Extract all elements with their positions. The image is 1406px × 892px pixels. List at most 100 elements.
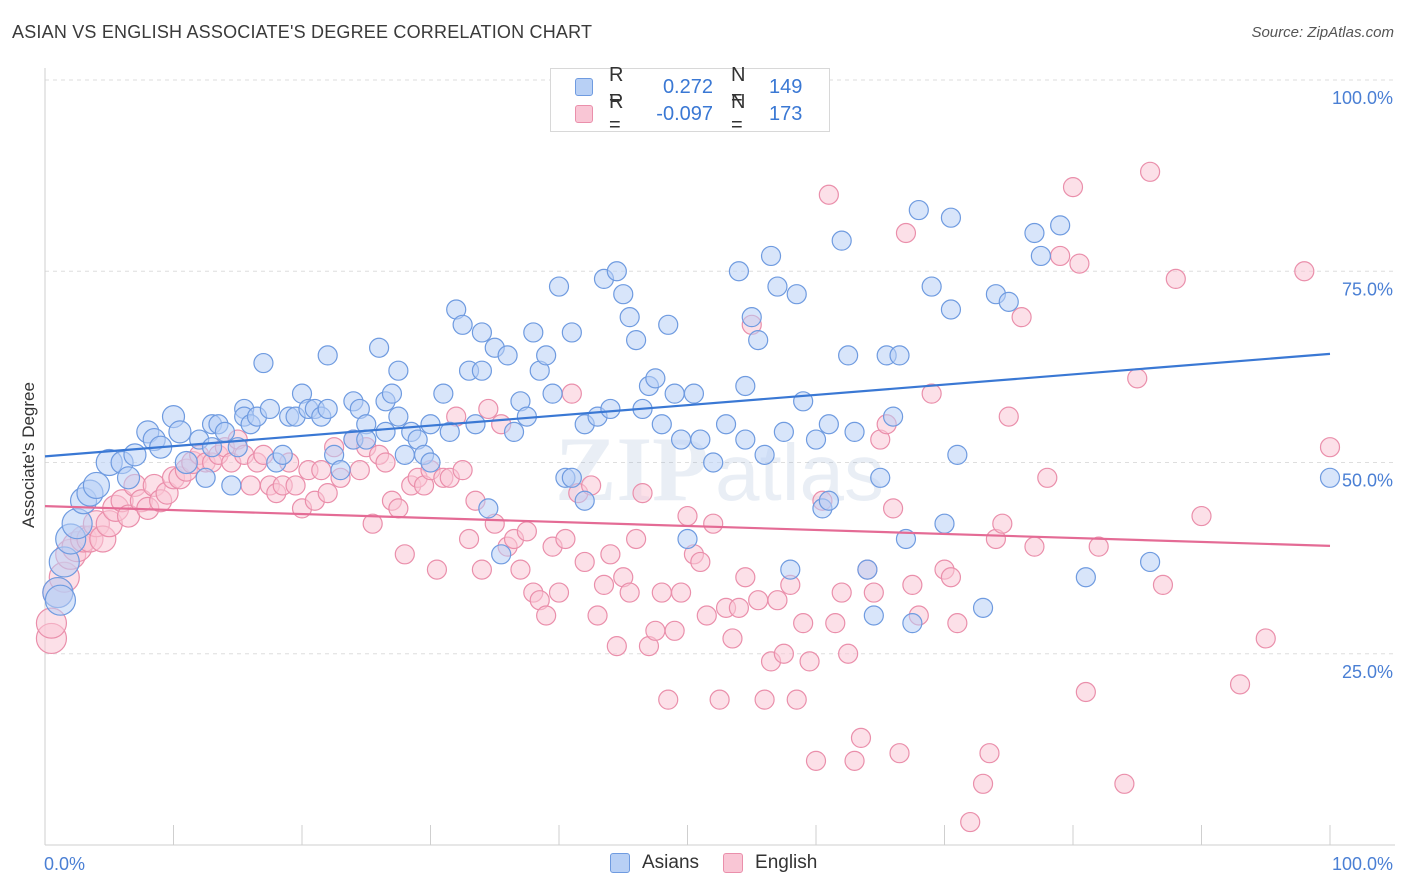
asians-point — [497, 345, 518, 366]
english-point — [793, 613, 814, 634]
asians-point — [317, 345, 338, 366]
english-point — [703, 513, 724, 534]
english-point — [773, 643, 794, 664]
asians-point — [921, 276, 942, 297]
english-point — [728, 597, 750, 618]
asians-point — [651, 414, 672, 435]
legend-item-asians[interactable]: Asians — [610, 852, 699, 874]
english-point — [394, 544, 415, 565]
asians-point — [452, 314, 473, 335]
english-point — [831, 582, 852, 603]
asians-point — [1139, 551, 1161, 573]
english-point — [998, 406, 1019, 427]
asians-point — [82, 471, 111, 500]
asians-point — [503, 421, 525, 442]
asians-point — [465, 414, 486, 435]
asians-point — [882, 406, 904, 427]
asians-point — [388, 360, 409, 381]
asians-point — [523, 322, 544, 343]
trend-lines — [44, 352, 1331, 547]
asians-point — [201, 437, 223, 458]
series-legend: Asians English — [610, 852, 841, 874]
asians-point — [1075, 567, 1096, 588]
y-tick-label: 25.0% — [1342, 662, 1393, 682]
asians-point — [561, 467, 582, 488]
english-point — [362, 513, 383, 534]
english-point — [735, 567, 756, 588]
asians-point — [536, 345, 557, 366]
y-tick-label: 100.0% — [1332, 88, 1393, 108]
asians-point — [934, 513, 955, 534]
english-point — [375, 452, 396, 473]
asians-point — [741, 307, 762, 328]
english-point — [1062, 177, 1084, 198]
asians-point — [670, 429, 692, 450]
asians-point — [1024, 222, 1045, 244]
english-point — [786, 689, 807, 710]
english-point — [1139, 161, 1161, 182]
asians-point — [844, 421, 865, 442]
english-point — [767, 590, 788, 611]
english-point — [748, 590, 769, 611]
asians-point — [375, 421, 396, 442]
legend-swatch-pink — [575, 105, 593, 123]
axes — [44, 68, 1395, 846]
english-point — [805, 750, 827, 771]
english-label: English — [755, 852, 818, 873]
english-point — [349, 460, 370, 481]
english-point — [1229, 674, 1251, 695]
legend-swatch-blue — [575, 78, 593, 96]
asians-point — [857, 559, 878, 580]
legend-n-value: 173 — [769, 102, 803, 125]
asians-point — [214, 421, 235, 442]
english-point — [940, 567, 962, 588]
english-point — [311, 460, 332, 481]
legend-item-english[interactable]: English — [723, 852, 817, 874]
asians-point — [805, 429, 827, 450]
asians-point — [123, 443, 147, 467]
asians-point — [1030, 245, 1051, 267]
english-point — [709, 689, 730, 710]
asians-point — [613, 284, 634, 305]
legend-r-label: R = — [609, 64, 624, 109]
english-point — [658, 689, 679, 710]
asians-point — [940, 207, 962, 228]
asians-point — [491, 544, 512, 565]
asians-point — [1319, 467, 1341, 488]
english-point — [548, 582, 570, 603]
asians-point — [478, 498, 499, 519]
english-point — [1319, 437, 1341, 458]
asians-point — [259, 398, 280, 420]
english-point — [452, 460, 473, 481]
asians-point — [735, 429, 756, 450]
asians-point — [561, 322, 582, 343]
english-point — [606, 635, 627, 657]
english-point — [799, 651, 820, 672]
english-point — [1024, 536, 1045, 557]
english-point — [1075, 681, 1096, 703]
y-tick-label: 50.0% — [1342, 471, 1393, 491]
english-point — [992, 513, 1013, 534]
english-point — [921, 383, 942, 404]
legend-r-value: 0.272 — [662, 75, 713, 98]
english-point — [850, 727, 872, 749]
asians-point — [195, 467, 216, 488]
legend-n-value: 149 — [769, 75, 803, 98]
asians-point — [168, 420, 192, 444]
english-swatch — [723, 853, 744, 873]
asians-point — [174, 450, 198, 475]
english-point — [960, 811, 981, 833]
english-point — [240, 475, 261, 496]
english-point — [947, 613, 968, 634]
english-point — [632, 483, 653, 504]
asians-point — [715, 414, 737, 435]
legend-row-english: R = -0.097 N = 173 — [575, 91, 803, 136]
english-point — [754, 689, 775, 710]
asians-point — [369, 337, 390, 358]
asians-point — [625, 330, 647, 351]
asians-point — [356, 429, 377, 450]
legend-r-value: -0.097 — [656, 102, 713, 125]
asians-trend-line — [44, 352, 1331, 458]
asians-point — [272, 444, 293, 465]
